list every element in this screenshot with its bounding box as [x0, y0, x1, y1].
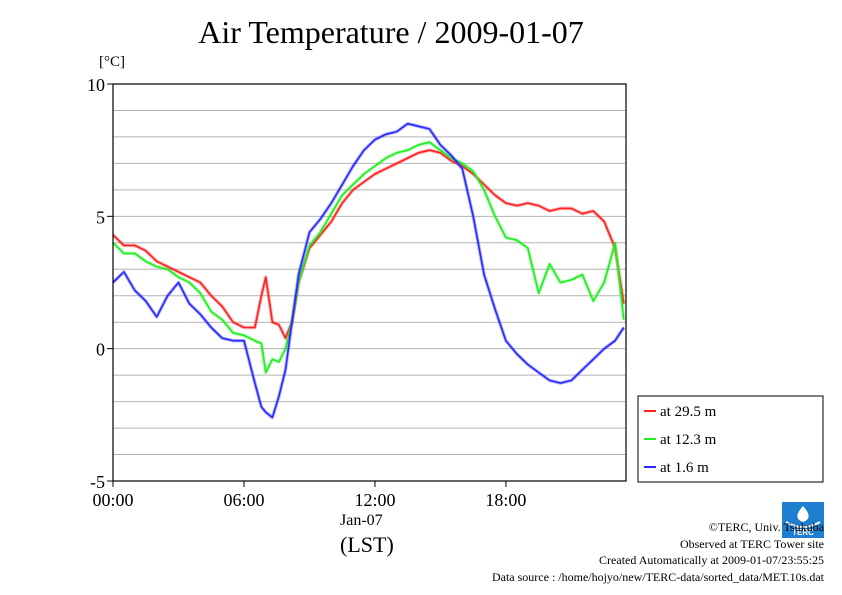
series-line-2 — [112, 141, 625, 374]
footer-source: Data source : /home/hojyo/new/TERC-data/… — [491, 569, 824, 584]
footer-observed: Observed at TERC Tower site — [679, 536, 824, 551]
terc-logo-icon: TERC — [782, 502, 824, 538]
x-axis-date-label: Jan-07 — [340, 512, 383, 529]
x-tick-label: 12:00 — [354, 490, 395, 510]
legend-box — [637, 395, 824, 483]
footer-copyright: ©TERC, Univ. Tsukuba — [708, 520, 824, 534]
y-tick-label: -5 — [90, 472, 105, 492]
footer-info: ©TERC, Univ. Tsukuba Observed at TERC To… — [492, 519, 824, 585]
y-tick-label: 5 — [96, 207, 105, 227]
series-line-3 — [112, 122, 625, 419]
series-line-1 — [112, 149, 625, 339]
footer-created: Created Automatically at 2009-01-07/23:5… — [599, 553, 824, 567]
y-tick-label: 0 — [96, 340, 105, 360]
y-tick-label: 10 — [87, 75, 105, 95]
legend-label: at 1.6 m — [660, 460, 709, 476]
x-tick-label: 18:00 — [485, 490, 526, 510]
y-axis-unit-label: [°C] — [99, 54, 125, 70]
x-axis-label: (LST) — [340, 532, 394, 557]
x-tick-label: 06:00 — [223, 490, 264, 510]
chart-title: Air Temperature / 2009-01-07 — [198, 14, 584, 50]
plot-frame — [112, 83, 627, 482]
legend-label: at 29.5 m — [660, 404, 717, 420]
logo-text: TERC — [792, 528, 814, 537]
x-tick-label: 00:00 — [92, 490, 133, 510]
legend-label: at 12.3 m — [660, 432, 717, 448]
